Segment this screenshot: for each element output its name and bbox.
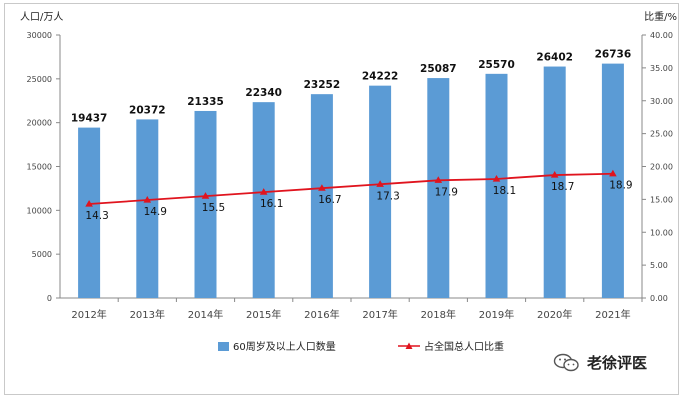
x-tick-label: 2017年 xyxy=(362,308,397,321)
y-left-tick-label: 15000 xyxy=(27,163,52,172)
bar xyxy=(310,94,333,298)
x-tick-label: 2019年 xyxy=(479,308,514,321)
bar-value-label: 23252 xyxy=(304,79,341,91)
bar xyxy=(601,63,624,299)
y-left-tick-label: 10000 xyxy=(27,206,52,215)
y-right-tick-label: 20.00 xyxy=(650,163,673,172)
bar xyxy=(194,110,217,298)
line-value-label: 17.9 xyxy=(435,186,458,198)
bar-value-label: 20372 xyxy=(129,104,166,116)
y-right-tick-label: 40.00 xyxy=(650,31,673,40)
y-left-tick-label: 0 xyxy=(47,294,52,303)
y-right-tick-label: 15.00 xyxy=(650,195,673,204)
bar-value-label: 19437 xyxy=(71,113,108,125)
line-point xyxy=(434,176,443,183)
line-point xyxy=(85,199,93,207)
y-right-tick-label: 35.00 xyxy=(650,64,673,73)
line-value-label: 18.1 xyxy=(493,185,516,197)
x-tick-label: 2012年 xyxy=(71,308,106,321)
y-right-tick-label: 5.00 xyxy=(650,261,668,270)
legend-line-label: 占全国总人口比重 xyxy=(424,340,504,353)
line-series xyxy=(89,172,613,205)
legend-bar-label: 60周岁及以上人口数量 xyxy=(233,340,336,353)
line-point xyxy=(609,169,617,177)
chart-frame xyxy=(4,3,679,395)
bar-value-label: 25570 xyxy=(478,59,515,71)
line-value-label: 14.9 xyxy=(144,206,167,218)
line-point xyxy=(376,180,384,187)
bar xyxy=(252,102,275,298)
x-tick-label: 2020年 xyxy=(537,308,572,321)
bar xyxy=(78,127,101,299)
bar-value-label: 25087 xyxy=(420,63,457,75)
bar xyxy=(485,73,508,298)
bar-value-label: 22340 xyxy=(245,87,282,99)
x-tick-label: 2014年 xyxy=(188,308,223,321)
x-tick-label: 2016年 xyxy=(304,308,339,321)
y-axis-right-label: 比重/% xyxy=(644,10,677,23)
line-value-label: 18.9 xyxy=(609,180,632,192)
line-value-label: 18.7 xyxy=(551,181,574,193)
line-point xyxy=(492,174,501,182)
line-value-label: 16.7 xyxy=(318,194,341,206)
y-right-tick-label: 0.00 xyxy=(650,294,668,303)
watermark-text: 老徐评医 xyxy=(587,354,648,372)
legend-line-marker xyxy=(405,342,413,349)
line-point xyxy=(201,192,210,199)
line-value-label: 14.3 xyxy=(85,210,108,222)
legend-bar-swatch xyxy=(218,342,229,351)
line-value-label: 17.3 xyxy=(376,190,399,202)
y-left-tick-label: 20000 xyxy=(27,119,52,128)
bar-value-label: 24222 xyxy=(362,71,399,83)
line-point xyxy=(143,196,152,203)
y-left-tick-label: 5000 xyxy=(32,250,52,259)
y-right-tick-label: 25.00 xyxy=(650,130,673,139)
bar xyxy=(369,85,392,298)
bar-value-label: 21335 xyxy=(187,96,224,108)
y-left-tick-label: 30000 xyxy=(27,31,52,40)
x-tick-label: 2021年 xyxy=(595,308,630,321)
bar xyxy=(427,78,450,298)
y-axis-left-label: 人口/万人 xyxy=(20,11,63,23)
y-right-tick-label: 30.00 xyxy=(650,97,673,106)
bar xyxy=(136,119,159,299)
line-point xyxy=(318,184,326,191)
x-tick-label: 2015年 xyxy=(246,308,281,321)
x-tick-label: 2018年 xyxy=(421,308,456,321)
x-tick-label: 2013年 xyxy=(130,308,165,321)
y-right-tick-label: 10.00 xyxy=(650,228,673,237)
line-point xyxy=(259,188,268,195)
bar-value-label: 26402 xyxy=(536,52,573,64)
line-value-label: 15.5 xyxy=(202,202,225,214)
line-value-label: 16.1 xyxy=(260,198,283,210)
bar xyxy=(543,66,566,298)
wechat-icon xyxy=(553,353,579,371)
y-left-tick-label: 25000 xyxy=(27,75,52,84)
watermark: 老徐评医 xyxy=(553,352,647,373)
bar-value-label: 26736 xyxy=(595,49,632,61)
line-point xyxy=(550,171,559,178)
